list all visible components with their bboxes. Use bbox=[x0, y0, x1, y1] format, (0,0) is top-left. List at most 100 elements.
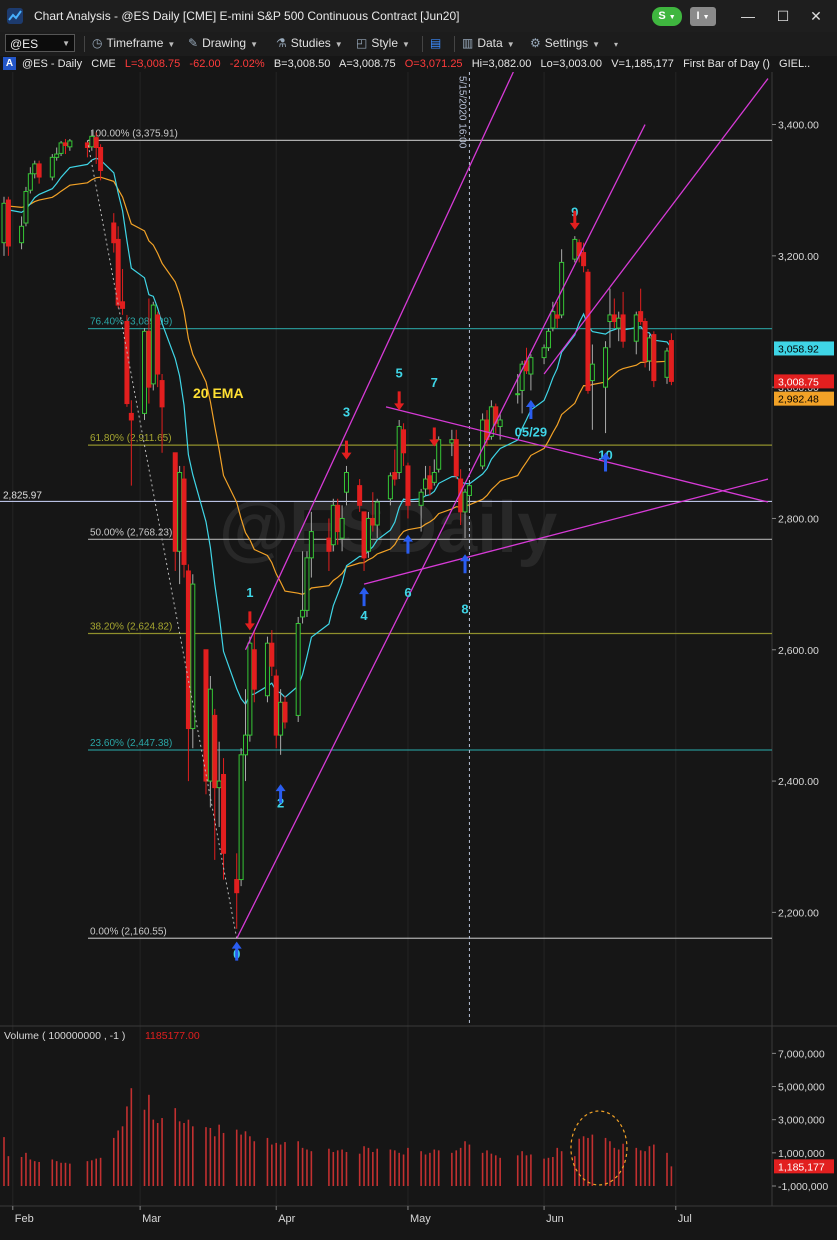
window-title: Chart Analysis - @ES Daily [CME] E-mini … bbox=[34, 9, 460, 23]
up-arrow-icon bbox=[460, 554, 471, 574]
studies-menu[interactable]: ⚗ Studies ▼ bbox=[276, 36, 343, 50]
fib-label: 100.00% (3,375.91) bbox=[90, 128, 178, 139]
fib-label: 61.80% (2,911.65) bbox=[90, 433, 172, 444]
candle-body bbox=[585, 271, 591, 391]
ema-slow-line bbox=[3, 176, 672, 595]
ema-20-line bbox=[3, 157, 672, 706]
style-label: Style bbox=[371, 36, 399, 50]
info-button[interactable]: I ▼ bbox=[690, 7, 716, 26]
volume-tick-label: 7,000,000 bbox=[778, 1048, 825, 1060]
info-volume: V=1,185,177 bbox=[611, 58, 674, 70]
grid-layer bbox=[0, 72, 837, 1206]
status-button[interactable]: S ▼ bbox=[652, 7, 682, 26]
info-study: First Bar of Day () bbox=[683, 58, 770, 70]
price-tick-label: 3,200.00 bbox=[778, 251, 819, 263]
down-arrow-icon bbox=[569, 210, 580, 230]
candle-body bbox=[146, 330, 152, 388]
volume-tag-label: 1,185,177 bbox=[778, 1161, 825, 1173]
candle-body bbox=[115, 238, 121, 306]
layout-button[interactable]: ▤ bbox=[430, 36, 445, 50]
candle-body bbox=[651, 334, 657, 382]
candle-body bbox=[23, 190, 29, 224]
candle-body bbox=[361, 511, 367, 559]
info-bid: B=3,008.50 bbox=[273, 58, 331, 70]
channel-lower-line bbox=[236, 124, 646, 939]
wave-label: 8 bbox=[461, 602, 468, 617]
candle-body bbox=[607, 314, 613, 322]
close-icon[interactable]: ✕ bbox=[810, 8, 822, 24]
drawing-menu[interactable]: ✎ Drawing ▼ bbox=[188, 36, 258, 50]
price-tick-label: 2,600.00 bbox=[778, 645, 819, 657]
symbol-input[interactable]: @ES ▼ bbox=[5, 34, 75, 52]
price-tag-label: 2,982.48 bbox=[778, 394, 819, 406]
candle-body bbox=[638, 311, 644, 322]
timeframe-menu[interactable]: ◷ Timeframe ▼ bbox=[92, 36, 175, 50]
toolbar-divider bbox=[84, 36, 85, 52]
app-chart-icon bbox=[7, 8, 23, 24]
settings-menu[interactable]: ⚙ Settings ▼ bbox=[530, 36, 600, 50]
data-menu[interactable]: ▥ Data ▼ bbox=[462, 36, 515, 50]
fib-label: 50.00% (2,768.23) bbox=[90, 527, 172, 538]
status-button-label: S bbox=[658, 10, 666, 22]
analysis-badge[interactable]: A bbox=[3, 57, 16, 70]
clock-icon: ◷ bbox=[92, 36, 103, 50]
candle-body bbox=[159, 380, 165, 408]
chevron-down-icon: ▼ bbox=[250, 40, 258, 49]
candle-body bbox=[559, 261, 565, 316]
up-arrow-icon bbox=[525, 399, 536, 419]
candle-body bbox=[221, 774, 227, 854]
price-tag-label: 3,008.75 bbox=[778, 376, 819, 388]
candle-body bbox=[269, 642, 275, 667]
pencil-icon: ✎ bbox=[188, 36, 199, 50]
candle-body bbox=[374, 501, 380, 526]
candle-body bbox=[128, 412, 134, 421]
settings-label: Settings bbox=[544, 36, 589, 50]
price-tag-label: 3,058.92 bbox=[778, 343, 819, 355]
price-chart[interactable]: @ESDaily 100.00% (3,375.91) 76.40% (3,089… bbox=[0, 72, 837, 1240]
candle-body bbox=[550, 311, 556, 329]
candle-body bbox=[177, 471, 183, 552]
candle-body bbox=[423, 478, 429, 490]
candle-body bbox=[203, 649, 209, 782]
channel-right-line bbox=[543, 78, 769, 375]
candle-body bbox=[326, 537, 332, 552]
candle-body bbox=[264, 642, 270, 697]
candle-body bbox=[462, 491, 468, 513]
up-arrow-icon bbox=[231, 941, 242, 961]
flask-icon: ⚗ bbox=[276, 36, 287, 50]
candle-body bbox=[497, 419, 503, 428]
style-menu[interactable]: ◰ Style ▼ bbox=[356, 36, 410, 50]
volume-tick-label: 3,000,000 bbox=[778, 1115, 825, 1127]
info-pct-change: -2.02% bbox=[229, 58, 265, 70]
price-tag bbox=[774, 374, 834, 389]
candle-body bbox=[67, 140, 73, 148]
candle-body bbox=[528, 357, 534, 375]
price-axis: 2,200.002,400.002,600.002,800.003,000.00… bbox=[772, 120, 834, 919]
candle-body bbox=[436, 439, 442, 470]
vertical-marker-label: 5/15/2020 16:00 bbox=[456, 76, 467, 149]
up-arrow-icon bbox=[359, 587, 370, 607]
candle-body bbox=[54, 153, 60, 158]
info-trailing: GIEL.. bbox=[779, 58, 811, 70]
volume-highlight bbox=[570, 1110, 628, 1186]
candle-body bbox=[190, 583, 196, 730]
maximize-icon[interactable]: ☐ bbox=[776, 8, 790, 24]
candle-body bbox=[370, 517, 376, 526]
volume-tag bbox=[774, 1159, 834, 1174]
candle-body bbox=[247, 642, 253, 736]
wave-label: 4 bbox=[360, 608, 368, 623]
candle-body bbox=[330, 504, 336, 546]
wave-labels: 01234567891005/29 bbox=[231, 204, 613, 961]
more-button[interactable]: ▾ bbox=[610, 36, 618, 50]
candle-body bbox=[449, 439, 455, 444]
minimize-icon[interactable]: — bbox=[741, 8, 755, 24]
info-button-label: I bbox=[696, 10, 700, 22]
title-bar: Chart Analysis - @ES Daily [CME] E-mini … bbox=[0, 0, 837, 33]
info-low: Lo=3,003.00 bbox=[540, 58, 603, 70]
info-change: -62.00 bbox=[189, 58, 221, 70]
candle-body bbox=[365, 517, 371, 552]
candle-body bbox=[89, 135, 95, 148]
candle-body bbox=[616, 317, 622, 329]
info-open: O=3,071.25 bbox=[404, 58, 463, 70]
candle-body bbox=[401, 429, 407, 454]
